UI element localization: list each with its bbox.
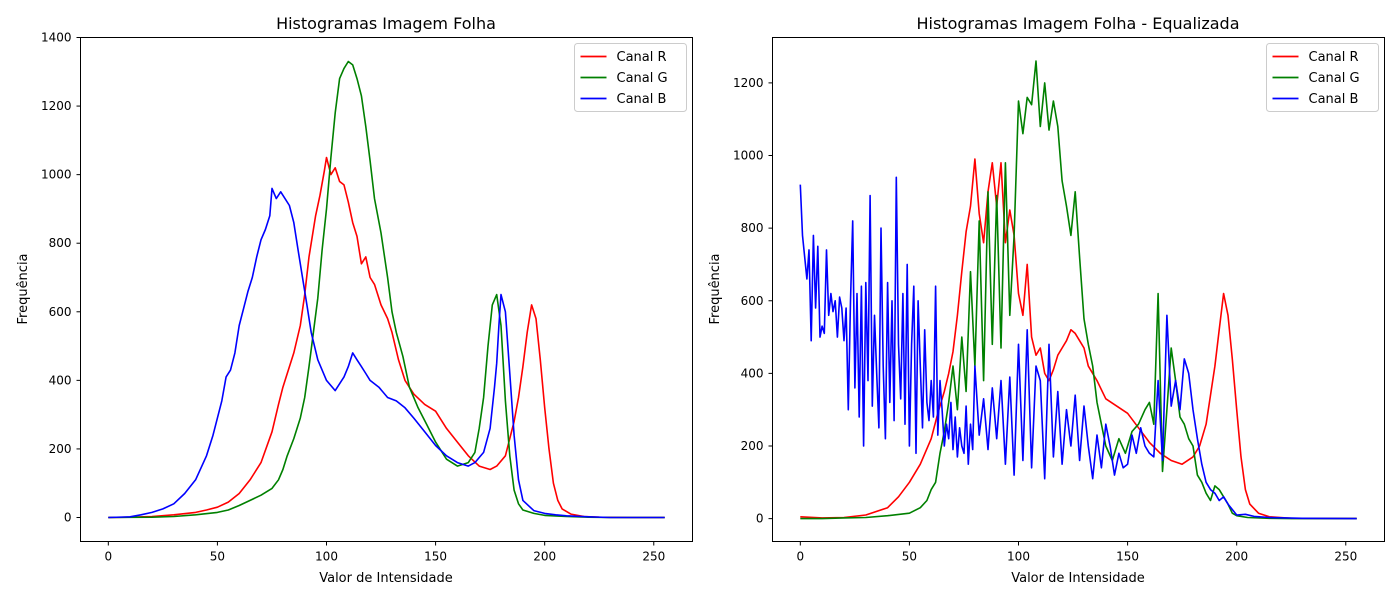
x-tick-label-equalized: 0: [796, 550, 804, 564]
x-tick-label-equalized: 250: [1334, 550, 1357, 564]
series-line-canal-g: [800, 60, 1357, 520]
x-axis-label-original: Valor de Intensidade: [319, 571, 453, 586]
x-tick-label-equalized: 100: [1007, 550, 1030, 564]
x-tick-label-original: 250: [642, 550, 665, 564]
y-axis-label-original: Frequência: [16, 253, 31, 324]
y-tick-label-equalized: 800: [741, 221, 764, 235]
y-tick-label-original: 1200: [41, 99, 72, 113]
y-tick-label-original: 1000: [41, 168, 72, 182]
series-line-canal-b: [108, 187, 665, 519]
x-axis-ticks-original: 0 50 100 150 200 250: [104, 541, 665, 564]
x-axis-ticks-equalized: 0 50 100 150 200 250: [796, 541, 1357, 564]
y-tick-label-original: 400: [49, 373, 72, 387]
histogram-panel-equalized: Histogramas Imagem Folha - Equalizada 0 2…: [708, 14, 1385, 586]
y-tick-label-original: 200: [49, 442, 72, 456]
x-tick-label-equalized: 50: [902, 550, 917, 564]
y-axis-ticks-equalized: 0 200 400 600 800 1000 1200: [733, 76, 773, 526]
histogram-panel-original: Histogramas Imagem Folha 0 200 400 600 800 10…: [16, 14, 693, 586]
chart-title-equalized: Histogramas Imagem Folha - Equalizada: [916, 14, 1239, 33]
y-tick-label-equalized: 200: [741, 439, 764, 453]
y-tick-label-equalized: 0: [756, 512, 764, 526]
series-line-canal-r: [800, 158, 1357, 520]
x-tick-label-original: 200: [533, 550, 556, 564]
legend-label-canal-g: Canal G: [1309, 71, 1360, 86]
legend-box-equalized: [1266, 43, 1379, 112]
legend-equalized: Canal R Canal G Canal B: [1266, 43, 1379, 112]
series-line-canal-b: [799, 176, 1357, 520]
x-tick-label-equalized: 150: [1116, 550, 1139, 564]
plot-area-equalized: [772, 37, 1385, 542]
series-line-canal-g: [108, 60, 665, 519]
y-tick-label-original: 0: [64, 511, 72, 525]
legend-label-canal-g: Canal G: [617, 71, 668, 86]
series-lines-equalized: [799, 60, 1357, 520]
x-tick-label-original: 0: [104, 550, 112, 564]
legend-label-canal-b: Canal B: [1309, 92, 1359, 107]
y-tick-label-original: 800: [49, 236, 72, 250]
y-tick-label-original: 1400: [41, 31, 72, 45]
y-tick-label-equalized: 400: [741, 366, 764, 380]
x-tick-label-original: 100: [315, 550, 338, 564]
legend-label-canal-r: Canal R: [1309, 50, 1359, 65]
x-tick-label-equalized: 200: [1225, 550, 1248, 564]
x-tick-label-original: 150: [424, 550, 447, 564]
legend-label-canal-r: Canal R: [617, 50, 667, 65]
series-line-canal-r: [108, 156, 665, 519]
series-lines-original: [108, 60, 665, 519]
y-tick-label-equalized: 1200: [733, 76, 764, 90]
plot-area-original: [80, 37, 693, 542]
y-tick-label-original: 600: [49, 305, 72, 319]
legend-box-original: [574, 43, 687, 112]
legend-original: Canal R Canal G Canal B: [574, 43, 687, 112]
y-axis-label-equalized: Frequência: [708, 253, 723, 324]
x-axis-label-equalized: Valor de Intensidade: [1011, 571, 1145, 586]
y-tick-label-equalized: 1000: [733, 149, 764, 163]
chart-title-original: Histogramas Imagem Folha: [276, 14, 496, 33]
x-tick-label-original: 50: [210, 550, 225, 564]
legend-label-canal-b: Canal B: [617, 92, 667, 107]
y-tick-label-equalized: 600: [741, 294, 764, 308]
y-axis-ticks-original: 0 200 400 600 800 1000 1200 1400: [41, 31, 81, 525]
